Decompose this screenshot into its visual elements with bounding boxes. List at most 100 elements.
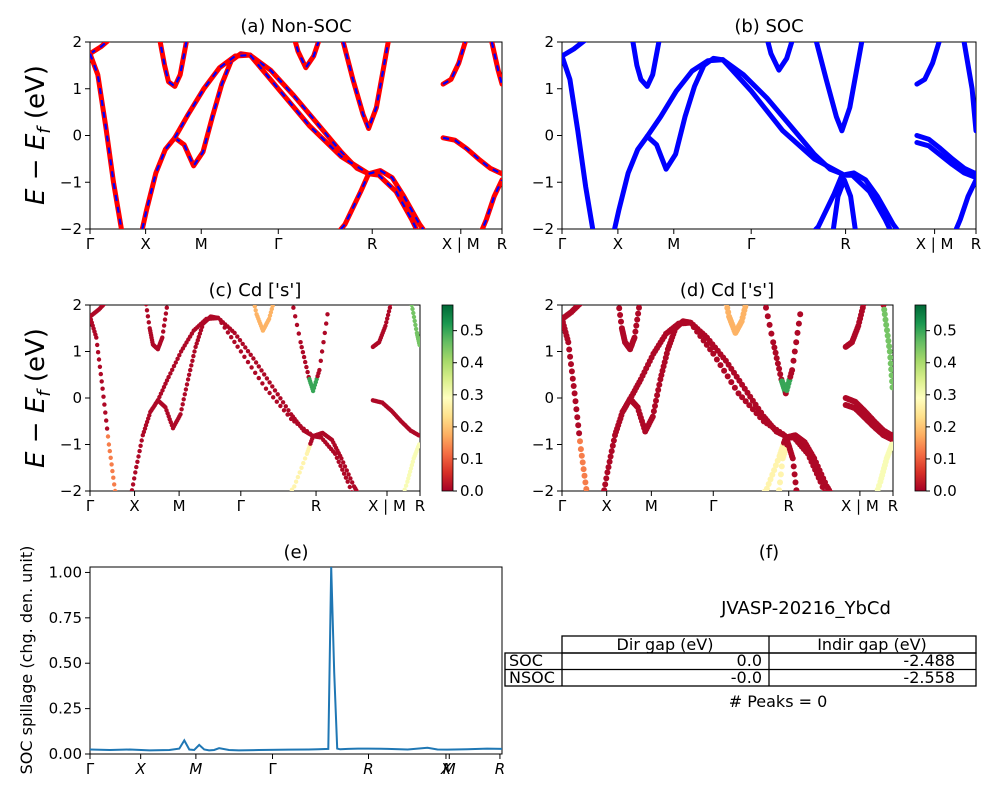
projection-point (582, 292, 588, 298)
projection-point (243, 345, 248, 350)
panel-d-title: (d) Cd ['s'] (680, 280, 774, 301)
projection-point (888, 436, 893, 443)
table-col-indir-gap: Indir gap (eV) (817, 635, 927, 654)
projection-point (262, 372, 267, 377)
projection-point (115, 497, 119, 501)
projection-point (410, 306, 415, 312)
peaks-note: # Peaks = 0 (729, 692, 828, 711)
x-tick-label: R (784, 497, 794, 515)
projection-point (408, 466, 414, 471)
projection-point (412, 318, 417, 324)
projection-point (283, 497, 287, 501)
band-soc (961, 42, 976, 134)
projection-point (189, 363, 194, 368)
projection-point (114, 493, 118, 497)
projection-point (773, 355, 780, 362)
band-nonsoc-dash (342, 42, 390, 132)
plot-frame (561, 41, 977, 230)
projection-point (746, 402, 753, 409)
projection-point (590, 517, 596, 523)
projection-point (107, 448, 113, 454)
projection-point (772, 462, 779, 469)
y-tick-label: 1 (544, 343, 554, 361)
band-lines (90, 42, 502, 229)
projection-point (242, 354, 247, 359)
colorbar-tick-label: 0.3 (933, 386, 957, 404)
projection-point (235, 334, 240, 339)
projection-point (579, 459, 586, 466)
projection-point (739, 394, 746, 401)
projection-point (304, 429, 310, 434)
projection-point (344, 468, 349, 473)
projection-point (112, 482, 117, 487)
projection-point (175, 356, 180, 361)
projection-point (146, 416, 151, 421)
y-tick-label: 0.00 (49, 745, 82, 763)
projection-point (109, 462, 114, 467)
projection-point (603, 475, 610, 482)
projection-point (384, 320, 389, 325)
x-tick-label: Γ (274, 235, 283, 253)
projection-point (778, 463, 785, 470)
projection-point (700, 337, 707, 344)
panel-d-cd-s-projection: −2 −1 0 1 2 Γ X M Γ R X | M R 0.0 0.1 0.2 0.3 0.4 0.5 (532, 285, 957, 523)
projection-point (157, 394, 162, 400)
projection-point (393, 285, 397, 289)
projection-point (794, 329, 801, 336)
projection-point (775, 495, 781, 501)
projection-point (168, 371, 173, 376)
band-nonsoc (366, 168, 427, 229)
projection-point (755, 498, 761, 504)
projection-point (319, 349, 325, 354)
projection-point (237, 338, 243, 343)
band-soc (644, 55, 726, 172)
projection-point (343, 475, 349, 480)
projection-point (276, 507, 280, 511)
table-header: JVASP-20216_YbCd (720, 598, 891, 619)
x-tick-label: Γ (237, 497, 246, 515)
projection-point (103, 410, 108, 415)
projection-point (160, 388, 165, 393)
projection-point (589, 513, 595, 519)
projection-point (411, 310, 416, 316)
y-tick-label: 0 (72, 389, 82, 407)
panel-b-soc: −2 −1 0 1 2 Γ X M Γ R X | M R (532, 33, 981, 253)
band-nonsoc-dash (141, 137, 176, 229)
projection-point (757, 495, 763, 501)
projection-point (182, 392, 187, 397)
projection-point (637, 299, 643, 305)
x-tick-label: X | M (442, 235, 480, 253)
band-soc (830, 177, 858, 229)
projection-point (385, 316, 390, 321)
panel-a-nonsoc: −2 −1 0 1 2 Γ X M Γ R X | M R (60, 33, 507, 253)
projection-point (161, 384, 167, 390)
band-lines (562, 42, 976, 229)
colorbar-tick-label: 0.2 (933, 418, 957, 436)
y-tick-label: 2 (72, 33, 82, 51)
projection-point (763, 305, 769, 311)
projection-point (293, 314, 298, 319)
projection-point (743, 305, 749, 306)
projection-point (111, 475, 116, 480)
projection-point (278, 403, 283, 409)
projection-point (281, 501, 285, 505)
projection-point (585, 285, 591, 291)
colorbar-tick-label: 0.3 (460, 386, 484, 404)
projection-point (129, 488, 135, 491)
projection-point (355, 490, 360, 491)
projection-point (386, 309, 392, 314)
projection-point (301, 426, 306, 431)
projection-point (774, 503, 780, 509)
y-tick-label: −2 (532, 482, 554, 500)
projection-point (831, 495, 837, 501)
projection-point (882, 316, 889, 323)
projection-point (101, 305, 106, 307)
projection-point (130, 482, 136, 487)
projection-point (146, 320, 151, 325)
projection-point (240, 341, 245, 347)
projection-point (113, 285, 117, 289)
projection-point (610, 437, 617, 444)
x-tick-label: Γ (747, 235, 756, 253)
projection-point (790, 357, 797, 364)
projection-point (347, 484, 352, 490)
